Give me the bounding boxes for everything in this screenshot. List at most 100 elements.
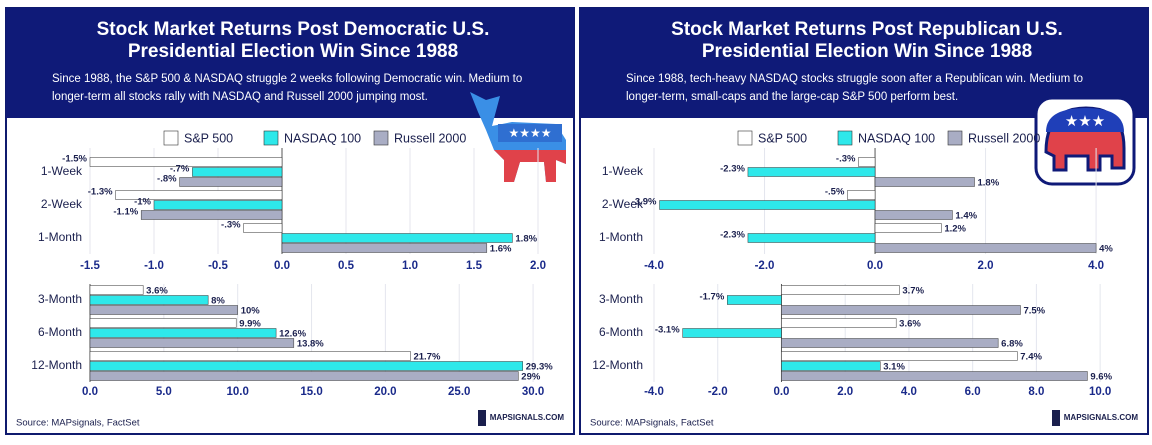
svg-text:★★★★: ★★★★ — [508, 126, 551, 140]
bar — [781, 361, 881, 371]
bar — [781, 285, 900, 295]
svg-text:★★★: ★★★ — [1065, 113, 1105, 130]
x-tick-label: -4.0 — [644, 386, 664, 398]
legend-swatch — [947, 130, 963, 146]
x-tick-label: 2.0 — [837, 386, 853, 398]
bar — [682, 328, 782, 338]
value-label: 29% — [521, 372, 541, 383]
x-tick-label: 25.0 — [448, 386, 470, 398]
value-label: 7.4% — [1020, 352, 1042, 363]
category-label: 1-Week — [602, 164, 644, 178]
value-label: 13.8% — [297, 339, 324, 350]
value-label: 3.6% — [899, 319, 921, 330]
x-tick-label: 0.0 — [274, 260, 290, 272]
x-tick-label: 5.0 — [156, 386, 172, 398]
x-tick-label: 0.0 — [773, 386, 789, 398]
legend-swatch — [737, 130, 753, 146]
value-label: -2.3% — [720, 164, 745, 175]
legend-label: NASDAQ 100 — [284, 131, 361, 145]
bar — [89, 285, 144, 295]
x-tick-label: 8.0 — [1028, 386, 1044, 398]
value-label: -1.5% — [62, 154, 87, 165]
x-tick-label: 1.5 — [466, 260, 483, 272]
legend-swatch — [163, 130, 179, 146]
value-label: 9.6% — [1090, 372, 1112, 383]
bar — [874, 210, 953, 220]
bar — [89, 371, 519, 381]
value-label: -1.7% — [699, 292, 724, 303]
chart-subtitle: Since 1988, tech-heavy NASDAQ stocks str… — [626, 73, 1083, 85]
bar — [89, 351, 411, 361]
bar — [89, 157, 283, 167]
legend-swatch — [837, 130, 853, 146]
legend-label: Russell 2000 — [394, 131, 466, 145]
bar — [747, 233, 876, 243]
value-label: -3.9% — [632, 197, 657, 208]
value-label: 3.6% — [146, 286, 168, 297]
value-label: 1.8% — [978, 178, 1000, 189]
category-label: 2-Week — [41, 197, 83, 211]
value-label: 21.7% — [413, 352, 440, 363]
x-tick-label: -2.0 — [755, 260, 775, 272]
x-tick-label: 30.0 — [522, 386, 544, 398]
value-label: -1.3% — [88, 187, 113, 198]
bar — [89, 338, 295, 348]
bar — [89, 295, 209, 305]
source-note: Source: MAPsignals, FactSet — [16, 418, 140, 429]
bar — [89, 318, 237, 328]
bar — [727, 295, 782, 305]
value-label: -.3% — [836, 154, 856, 165]
x-tick-label: -4.0 — [644, 260, 664, 272]
value-label: -1% — [134, 197, 151, 208]
legend-label: S&P 500 — [184, 131, 233, 145]
chart-title: Stock Market Returns Post Republican U.S… — [671, 19, 1063, 40]
chart-subtitle: longer-term, small-caps and the large-ca… — [626, 91, 958, 103]
bar — [89, 361, 523, 371]
category-label: 6-Month — [38, 325, 82, 339]
category-label: 1-Week — [41, 164, 83, 178]
legend-label: NASDAQ 100 — [858, 131, 935, 145]
x-tick-label: 6.0 — [965, 386, 981, 398]
value-label: 6.8% — [1001, 339, 1023, 350]
category-label: 12-Month — [31, 358, 82, 372]
legend-label: Russell 2000 — [968, 131, 1040, 145]
value-label: 9.9% — [239, 319, 261, 330]
source-note: Source: MAPsignals, FactSet — [590, 418, 714, 429]
legend-label: S&P 500 — [758, 131, 807, 145]
x-tick-label: 0.5 — [338, 260, 355, 272]
value-label: -.7% — [170, 164, 190, 175]
legend-swatch — [263, 130, 279, 146]
x-tick-label: -1.5 — [80, 260, 100, 272]
x-tick-label: 2.0 — [530, 260, 546, 272]
value-label: -.8% — [157, 174, 177, 185]
value-label: 3.7% — [902, 286, 924, 297]
x-tick-label: 15.0 — [300, 386, 322, 398]
bar — [243, 223, 283, 233]
value-label: -1.1% — [113, 207, 138, 218]
value-label: 1.4% — [955, 211, 977, 222]
x-tick-label: 2.0 — [978, 260, 994, 272]
chart-title: Presidential Election Win Since 1988 — [128, 41, 458, 62]
bar — [115, 190, 283, 200]
donkey-icon: ★★★★ — [470, 92, 566, 182]
brand: MAPSIGNALS.COM — [490, 413, 565, 422]
bar — [874, 243, 1097, 253]
bar — [847, 190, 876, 200]
value-label: -3.1% — [655, 325, 680, 336]
bar — [781, 351, 1018, 361]
bar — [781, 371, 1088, 381]
value-label: 1.2% — [944, 224, 966, 235]
value-label: 8% — [211, 296, 225, 307]
category-label: 3-Month — [599, 292, 643, 306]
x-tick-label: 4.0 — [1088, 260, 1104, 272]
bar — [858, 157, 876, 167]
elephant-icon: ★★★ — [1034, 96, 1136, 186]
bar — [781, 338, 999, 348]
category-label: 6-Month — [599, 325, 643, 339]
value-label: 4% — [1099, 244, 1113, 255]
x-tick-label: 4.0 — [901, 386, 917, 398]
x-tick-label: 20.0 — [374, 386, 396, 398]
x-tick-label: 10.0 — [226, 386, 248, 398]
x-tick-label: 0.0 — [867, 260, 883, 272]
